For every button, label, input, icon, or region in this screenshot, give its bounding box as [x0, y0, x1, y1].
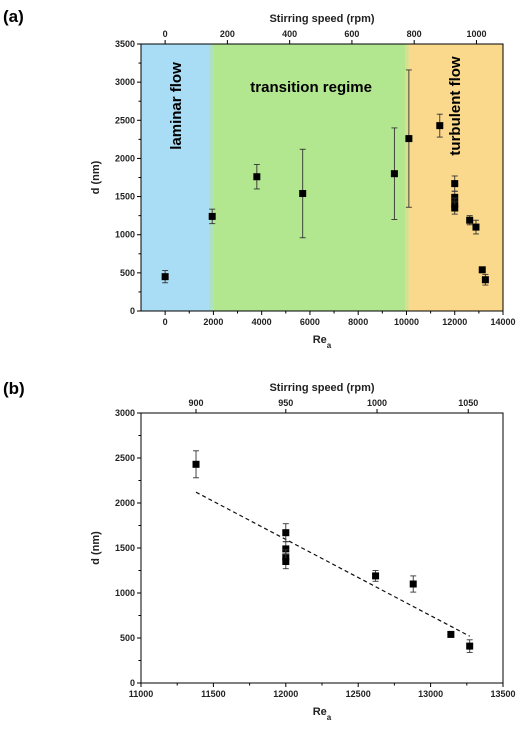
y-tick-label-0: 0 — [130, 678, 135, 688]
region-band-2 — [408, 44, 503, 311]
region-band-0 — [141, 44, 214, 311]
x-tick-label-5: 10000 — [394, 317, 419, 327]
y-tick-label-0: 0 — [130, 306, 135, 316]
data-point-8 — [466, 642, 474, 650]
y-tick-label-4: 2000 — [115, 153, 135, 163]
top-axis-title: Stirring speed (rpm) — [269, 13, 374, 25]
fit-line — [195, 491, 470, 637]
region-label-1: transition regime — [250, 79, 372, 96]
y-tick-label-3: 1500 — [115, 192, 135, 202]
x-tick-label-3: 12500 — [346, 689, 371, 699]
top-tick-label-3: 1050 — [458, 398, 478, 408]
chart-b: 11000 11500 12000 12500 13000 13500 0 500 1000 15… — [3, 379, 516, 722]
data-point-5 — [405, 135, 413, 143]
data-point-2 — [253, 173, 261, 181]
x-tick-label-3: 6000 — [300, 317, 320, 327]
chart-a: 0 2000 4000 6000 8000 10000 12000 1400005001000… — [3, 7, 516, 350]
y-tick-label-7: 3500 — [115, 39, 135, 49]
top-tick-label-0: 900 — [189, 398, 204, 408]
data-point-0 — [161, 273, 169, 281]
top-tick-label-1: 950 — [278, 398, 293, 408]
y-tick-label-1: 500 — [120, 268, 135, 278]
x-tick-label-0: 0 — [163, 317, 168, 327]
region-band-1 — [213, 44, 409, 311]
region-label-0: laminar flow — [168, 62, 185, 150]
data-point-7 — [451, 180, 459, 188]
panel-label: (a) — [3, 7, 24, 26]
x-tick-label-4: 8000 — [348, 317, 368, 327]
data-point-4 — [390, 170, 398, 178]
data-point-3 — [299, 190, 307, 198]
x-tick-label-6: 12000 — [442, 317, 467, 327]
y-tick-label-2: 1000 — [115, 588, 135, 598]
y-tick-label-5: 2500 — [115, 115, 135, 125]
plot-frame — [140, 412, 504, 684]
top-tick-label-4: 800 — [407, 29, 422, 39]
data-point-1 — [208, 212, 216, 220]
data-point-14 — [481, 276, 489, 284]
y-axis-title: d (nm) — [90, 160, 102, 194]
top-tick-label-1: 200 — [220, 29, 235, 39]
data-point-0 — [192, 460, 200, 468]
y-tick-label-6: 3000 — [115, 77, 135, 87]
top-tick-label-0: 0 — [163, 29, 168, 39]
data-point-8 — [451, 193, 459, 201]
data-point-13 — [478, 266, 486, 274]
data-point-4 — [282, 558, 290, 565]
x-tick-label-2: 4000 — [252, 317, 272, 327]
y-tick-label-2: 1000 — [115, 230, 135, 240]
top-axis-title: Stirring speed (rpm) — [269, 382, 374, 394]
x-axis-title: Rea — [313, 334, 332, 350]
x-tick-label-1: 2000 — [203, 317, 223, 327]
x-axis-title-subscript: a — [327, 341, 332, 350]
x-tick-label-2: 12000 — [273, 689, 298, 699]
top-tick-label-2: 1000 — [367, 398, 387, 408]
x-axis-title-subscript: a — [327, 713, 332, 722]
y-tick-label-4: 2000 — [115, 498, 135, 508]
region-blend-1 — [209, 44, 218, 311]
y-tick-label-3: 1500 — [115, 543, 135, 553]
data-point-7 — [447, 630, 455, 638]
y-tick-label-5: 2500 — [115, 453, 135, 463]
data-point-6 — [436, 122, 444, 130]
data-point-6 — [409, 580, 417, 588]
data-point-1 — [282, 529, 290, 537]
panel-label: (b) — [3, 379, 25, 398]
data-point-10 — [451, 204, 459, 212]
y-tick-label-6: 3000 — [115, 408, 135, 418]
region-label-2: turbulent flow — [447, 56, 464, 155]
data-point-2 — [282, 545, 290, 553]
x-tick-label-5: 13500 — [490, 689, 515, 699]
x-tick-label-0: 11000 — [129, 689, 154, 699]
y-tick-label-1: 500 — [120, 633, 135, 643]
x-tick-label-7: 14000 — [490, 317, 515, 327]
top-tick-label-5: 1000 — [466, 29, 486, 39]
x-axis-title: Rea — [313, 706, 332, 722]
data-point-5 — [372, 572, 380, 580]
data-point-11 — [466, 216, 474, 224]
x-tick-label-4: 13000 — [418, 689, 443, 699]
top-tick-label-3: 600 — [344, 29, 359, 39]
top-tick-label-2: 400 — [282, 29, 297, 39]
x-tick-label-1: 11500 — [201, 689, 226, 699]
data-point-12 — [472, 223, 480, 231]
y-axis-title: d (nm) — [90, 531, 102, 565]
